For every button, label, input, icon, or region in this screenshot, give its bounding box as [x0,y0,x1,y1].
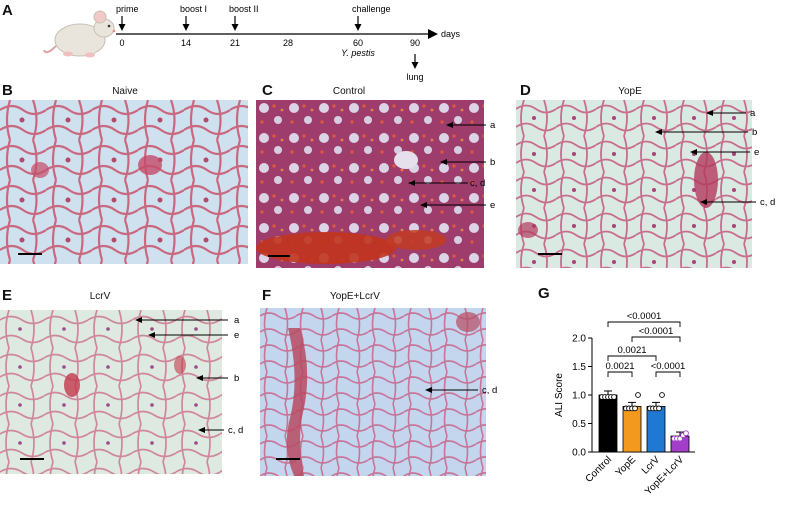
annotation-label: b [752,127,757,138]
annotation-label: b [490,157,495,168]
data-point [635,392,641,398]
micrograph-lcrv [0,310,222,474]
panel-title-yope-lcrv: YopE+LcrV [330,291,380,302]
endpoint-label: lung [406,72,423,82]
annotation-label: a [234,315,240,326]
panel-letter-a: A [2,2,13,19]
scale-bar [20,458,44,460]
significance-bracket [607,355,657,361]
timeline-event-label: prime [116,4,139,14]
scale-bar [18,253,42,255]
timeline-event-label: challenge [352,4,391,14]
timeline-diagram: prime 0 boost I 14 boost II 21 challenge 60 28 90… [43,4,461,82]
timeline-event-label: boost II [229,4,259,14]
y-tick-label: 2.0 [572,334,586,345]
panel-title-naive: Naive [112,86,138,97]
y-tick-label: 1.5 [572,362,586,373]
annotation-label: c, d [760,197,775,208]
panel-title-control: Control [332,86,366,97]
annotation-label: b [234,373,239,384]
panel-letter-g: G [538,285,550,302]
significance-bracket [607,321,681,327]
annotation-label: e [234,330,239,341]
timeline-axis-unit: days [441,29,461,39]
p-value-label: <0.0001 [627,311,662,322]
scale-bar [268,255,290,257]
x-tick-label: YopE [614,454,639,479]
x-tick-label: Control [584,454,615,485]
micrograph-yope [516,100,752,268]
data-point [632,405,638,412]
timeline-day-label: 0 [119,38,124,48]
y-tick-label: 0.5 [572,419,586,430]
timeline-event-label: boost I [180,4,207,14]
data-point [656,405,662,412]
bar-lcrv [646,406,666,453]
panel-title-yope: YopE [618,86,642,97]
panel-letter-d: D [520,82,531,99]
p-value-label: 0.0021 [605,361,634,372]
scale-bar [276,458,300,460]
annotation-label: c, d [228,425,243,436]
data-point [611,394,617,400]
mouse-icon [43,10,116,58]
y-axis-label: ALI Score [554,373,565,417]
annotation-label: a [490,120,496,131]
data-point [677,435,683,442]
y-tick-label: 0.0 [572,448,586,459]
data-point [683,430,689,437]
annotation-label: e [490,200,495,211]
timeline-arrowhead [428,29,438,39]
bar-control [598,394,618,453]
scale-bar [538,253,562,255]
data-point [659,392,665,398]
timeline-day-label: 90 [410,38,420,48]
annotation-label: e [754,147,759,158]
pathogen-label: Y. pestis [341,48,375,58]
significance-bracket [607,371,633,377]
micrograph-naive [0,100,248,264]
p-value-label: 0.0021 [617,345,646,356]
y-tick-label: 1.0 [572,391,586,402]
significance-bracket [655,371,681,377]
panel-letter-b: B [2,82,13,99]
micrograph-control [256,100,484,268]
significance-bracket [631,336,681,342]
panel-title-lcrv: LcrV [89,291,111,302]
micrograph-yope-lcrv [260,308,486,476]
panel-letter-c: C [262,82,273,99]
timeline-day-label: 14 [181,38,191,48]
p-value-label: <0.0001 [639,326,674,337]
p-value-label: <0.0001 [651,361,686,372]
timeline-day-label: 21 [230,38,240,48]
timeline-day-label: 60 [353,38,363,48]
bar-yope [622,406,642,453]
panel-letter-f: F [262,287,272,304]
timeline-day-label: 28 [283,38,293,48]
panel-letter-e: E [2,287,13,304]
